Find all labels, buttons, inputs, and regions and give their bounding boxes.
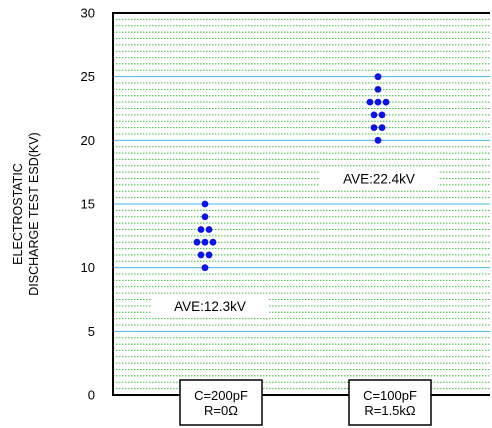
y-tick-label: 25 [81, 69, 95, 84]
data-point [193, 238, 201, 246]
data-point [370, 111, 378, 119]
data-point [197, 251, 205, 259]
y-tick-label: 5 [88, 324, 95, 339]
category-text: R=0Ω [204, 403, 238, 418]
annotation-background [320, 169, 438, 188]
data-point [201, 264, 209, 272]
grid [113, 18, 490, 390]
average-label: AVE:12.3kV [174, 299, 246, 314]
category-text: R=1.5kΩ [364, 403, 416, 418]
data-point [201, 238, 209, 246]
data-point [209, 238, 217, 246]
annotations: AVE:12.3kV AVE:22.4kV [151, 169, 438, 315]
y-tick-label: 15 [81, 197, 95, 212]
y-tick-label: 0 [88, 388, 95, 403]
average-label: AVE:22.4kV [343, 172, 415, 187]
data-point [366, 98, 374, 106]
category-box [179, 379, 263, 426]
y-tick-label: 20 [81, 133, 95, 148]
data-point [382, 98, 390, 106]
data-points [193, 73, 390, 272]
data-point [205, 226, 213, 233]
y-axis-title-line-1: ELECTROSTATIC [11, 163, 25, 265]
y-tick-label: 10 [81, 260, 95, 275]
y-tick-label: 30 [81, 6, 95, 21]
data-point [378, 124, 386, 131]
category-box [348, 379, 432, 426]
axes: 0 5 10 15 20 25 30 [81, 6, 490, 403]
data-point [197, 226, 205, 233]
category-text: C=100pF [363, 388, 417, 403]
average-annotation: AVE:22.4kV [320, 169, 438, 188]
y-axis-title-line-2: DISCHARGE TEST ESD(KV) [27, 132, 41, 295]
data-point [205, 251, 213, 259]
data-point [378, 111, 386, 119]
data-point [374, 136, 382, 144]
data-point [374, 86, 382, 93]
category-text: C=200pF [194, 388, 248, 403]
average-annotation: AVE:12.3kV [151, 296, 269, 315]
data-point [370, 124, 378, 131]
data-point [201, 200, 209, 208]
data-point [374, 73, 382, 81]
annotation-background [151, 296, 269, 315]
data-point [374, 98, 382, 106]
data-point [201, 213, 209, 221]
